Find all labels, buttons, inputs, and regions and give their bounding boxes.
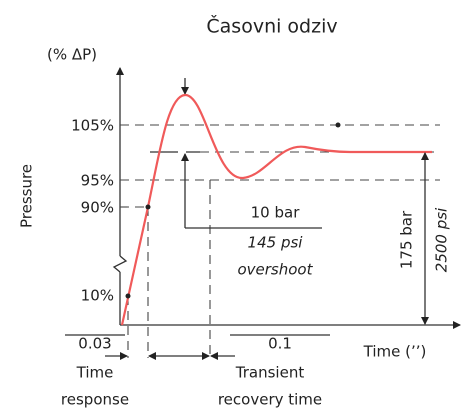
overshoot-label: overshoot [237, 261, 313, 279]
title: Časovni odziv [206, 14, 337, 38]
response-time: 0.03 [78, 335, 111, 353]
y-unit: (% ΔP) [47, 46, 97, 64]
response-curve [120, 93, 432, 326]
axis-break [112, 255, 128, 273]
response-label: Time [76, 364, 114, 382]
overshoot-bar: 10 bar [251, 204, 301, 222]
point [145, 204, 151, 210]
y-label: Pressure [18, 164, 36, 228]
overshoot-psi: 145 psi [248, 234, 304, 252]
setpoint-bar: 175 bar [398, 210, 416, 269]
y-tick-label: 10% [81, 287, 114, 305]
response-label: response [61, 391, 129, 409]
recovery-label: Transient [235, 364, 305, 382]
y-tick-label: 105% [71, 117, 114, 135]
y-tick-label: 95% [81, 172, 114, 190]
point [125, 293, 131, 299]
point [335, 122, 341, 128]
recovery-time: 0.1 [268, 335, 292, 353]
x-label: Time (’’) [363, 343, 427, 361]
setpoint-psi: 2500 psi [433, 207, 451, 272]
y-tick-label: 90% [81, 199, 114, 217]
recovery-label: recovery time [218, 391, 322, 409]
